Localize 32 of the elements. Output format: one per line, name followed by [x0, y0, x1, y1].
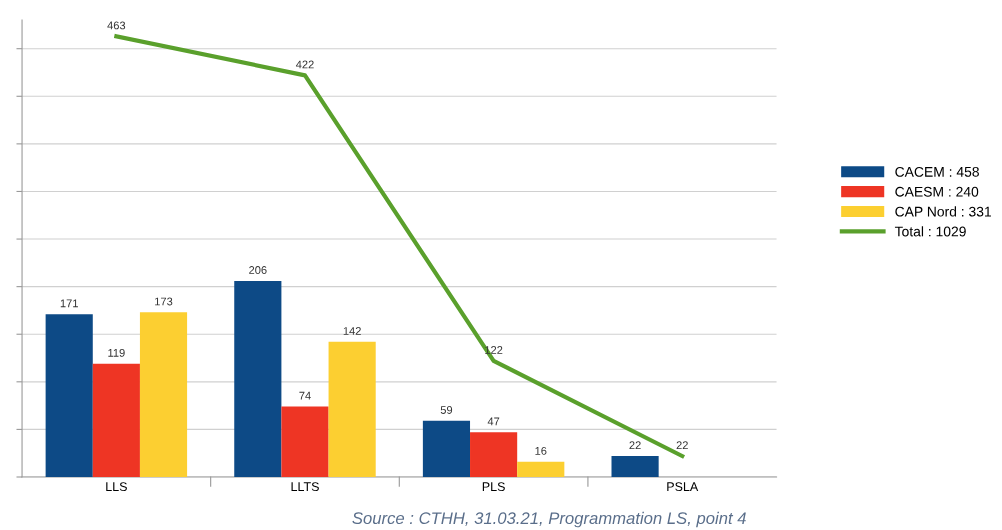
- data-label: 59: [440, 406, 453, 414]
- legend-label: CAP Nord : 331: [895, 206, 991, 217]
- data-label: 422: [295, 60, 314, 69]
- data-label: 206: [249, 266, 267, 274]
- legend-label: Total : 1029: [894, 226, 966, 237]
- x-tick-label: LLTS: [291, 482, 319, 492]
- data-label: 22: [629, 441, 641, 449]
- data-label: 16: [535, 446, 547, 455]
- source-note: Source : CTHH, 31.03.21, Programmation LS, point 4: [352, 511, 746, 528]
- data-label: 463: [107, 21, 126, 30]
- bar: [328, 341, 376, 477]
- bar: [517, 461, 565, 477]
- bar: [92, 363, 140, 477]
- bar: [45, 314, 93, 477]
- x-tick-label: PSLA: [667, 482, 699, 492]
- legend-label: CAESM : 240: [895, 186, 979, 197]
- bar: [470, 432, 518, 477]
- data-label: 119: [108, 348, 125, 357]
- bar: [139, 312, 188, 477]
- data-label: 22: [676, 441, 688, 449]
- data-label: 47: [487, 417, 500, 426]
- bar: [422, 420, 471, 477]
- bar: [234, 280, 282, 477]
- data-label: 173: [155, 297, 173, 306]
- bar: [611, 456, 659, 477]
- legend-label: CACEM : 458: [895, 166, 979, 177]
- data-label: 171: [60, 299, 78, 308]
- x-tick-label: PLS: [482, 482, 505, 492]
- x-tick-label: LLS: [106, 482, 127, 492]
- data-label: 74: [299, 391, 311, 400]
- data-label: 142: [343, 327, 361, 335]
- bar: [281, 406, 329, 477]
